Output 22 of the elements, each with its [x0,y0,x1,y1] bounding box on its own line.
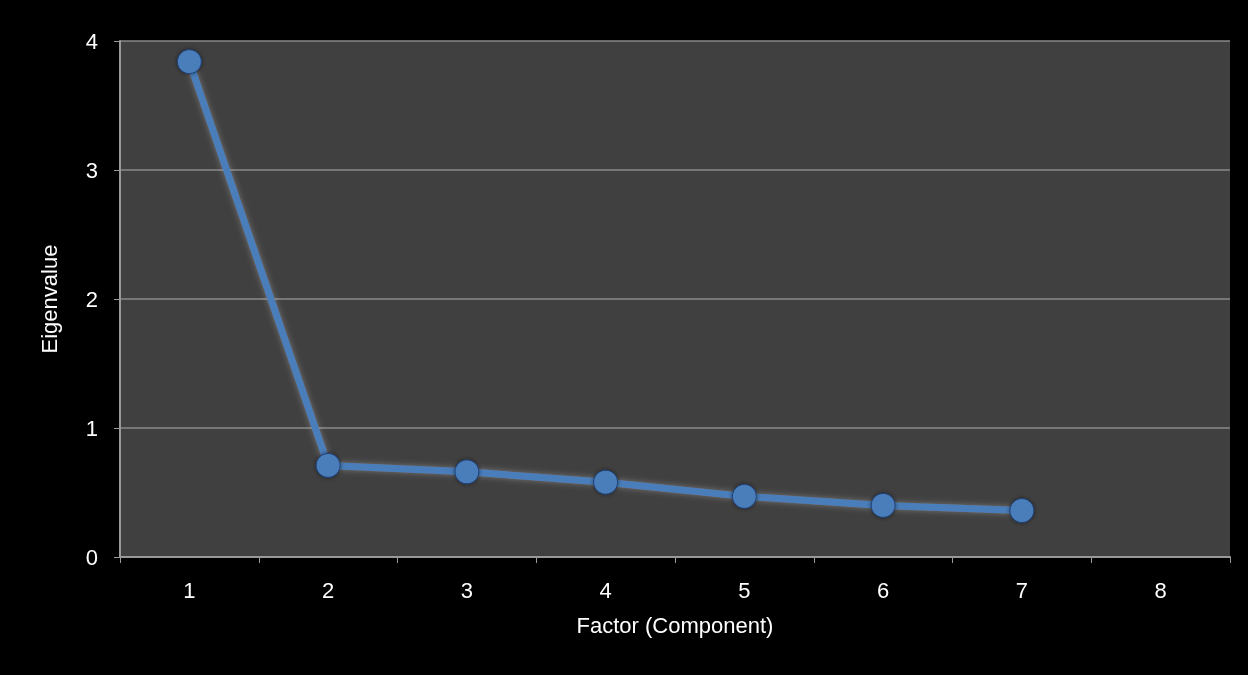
x-tick-label: 3 [460,577,473,603]
point [1009,498,1035,524]
point [176,49,202,75]
y-tick-label: 0 [85,544,98,570]
y-tick-label: 4 [85,28,98,54]
y-axis-title: Eigenvalue [36,244,62,354]
x-tick-label: 5 [738,577,751,603]
x-tick-label: 7 [1015,577,1028,603]
y-tick-label: 1 [85,415,98,441]
x-tick-label: 6 [877,577,890,603]
point [315,452,341,478]
x-tick-label: 8 [1154,577,1167,603]
x-axis-title: Factor (Component) [576,612,774,638]
x-tick-label: 2 [322,577,335,603]
point [731,483,757,509]
point [593,469,619,495]
point [454,459,480,485]
y-tick-label: 3 [85,157,98,183]
x-tick-label: 1 [183,577,196,603]
point [870,492,896,518]
x-tick-label: 4 [599,577,612,603]
y-tick-label: 2 [85,286,98,312]
